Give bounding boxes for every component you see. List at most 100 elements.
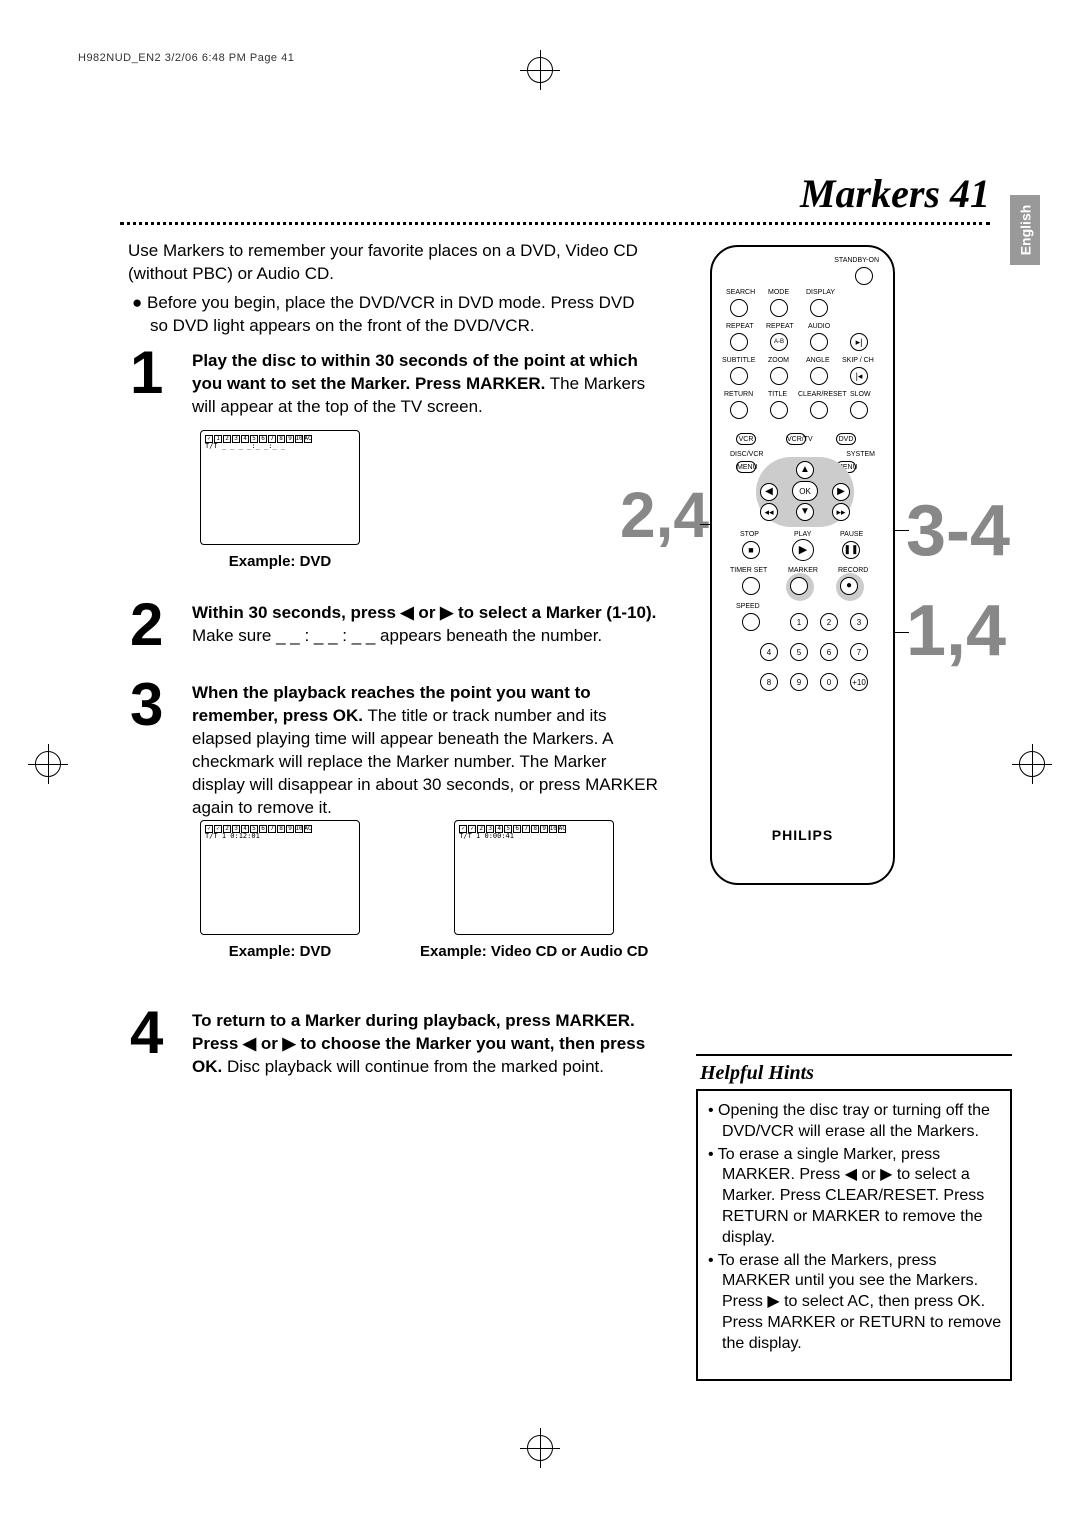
intro-block: Use Markers to remember your favorite pl…: [128, 240, 648, 338]
numpad-0[interactable]: 0: [820, 673, 838, 691]
screen-3a-time: T/T 1 0:12:01: [205, 833, 355, 841]
pause-button[interactable]: ❚❚: [842, 541, 860, 559]
menu-left-button[interactable]: MENU: [736, 461, 756, 473]
dpad-right-button[interactable]: ▶: [832, 483, 850, 501]
ffwd-button[interactable]: ▸▸: [832, 503, 850, 521]
marker-cell: 8: [277, 825, 285, 833]
vcr-button[interactable]: VCR: [736, 433, 756, 445]
mode-button[interactable]: [770, 299, 788, 317]
numpad-2[interactable]: 2: [820, 613, 838, 631]
display-button[interactable]: [810, 299, 828, 317]
step-2: 2 Within 30 seconds, press ◀ or ▶ to sel…: [130, 602, 660, 648]
crop-mark-left: [28, 744, 68, 784]
marker-cell: 10: [295, 435, 303, 443]
marker-cell: 6: [513, 825, 521, 833]
numpad-+10[interactable]: +10: [850, 673, 868, 691]
search-button[interactable]: [730, 299, 748, 317]
dpad-left-button[interactable]: ◀: [760, 483, 778, 501]
intro-bullet-1: Before you begin, place the DVD/VCR in D…: [146, 292, 648, 338]
numpad-8[interactable]: 8: [760, 673, 778, 691]
label-mode: MODE: [768, 289, 789, 296]
label-standby: STANDBY-ON: [834, 257, 879, 264]
dpad-up-button[interactable]: ▲: [796, 461, 814, 479]
numpad-9[interactable]: 9: [790, 673, 808, 691]
standby-button[interactable]: [855, 267, 873, 285]
timerset-button[interactable]: [742, 577, 760, 595]
callout-line-b: [895, 530, 909, 531]
repeat-button[interactable]: [730, 333, 748, 351]
label-zoom: ZOOM: [768, 357, 789, 364]
audio-button[interactable]: [810, 333, 828, 351]
label-speed: SPEED: [736, 603, 760, 610]
label-angle: ANGLE: [806, 357, 830, 364]
callout-line-c: [895, 632, 909, 633]
stop-button[interactable]: ■: [742, 541, 760, 559]
rewind-button[interactable]: ◂◂: [760, 503, 778, 521]
label-subtitle: SUBTITLE: [722, 357, 755, 364]
hint-item: To erase a single Marker, press MARKER. …: [706, 1145, 1002, 1249]
marker-cell: 9: [286, 435, 294, 443]
angle-button[interactable]: [810, 367, 828, 385]
record-button[interactable]: ●: [840, 577, 858, 595]
label-stop: STOP: [740, 531, 759, 538]
step-2-bold: Within 30 seconds, press ◀ or ▶ to selec…: [192, 603, 656, 622]
marker-cell: 9: [286, 825, 294, 833]
crop-mark-bottom: [520, 1428, 560, 1468]
hints-title: Helpful Hints: [696, 1056, 1012, 1091]
step-4-rest: Disc playback will continue from the mar…: [227, 1057, 604, 1076]
marker-button[interactable]: [790, 577, 808, 595]
clear-reset-button[interactable]: [810, 401, 828, 419]
dpad-down-button[interactable]: ▼: [796, 503, 814, 521]
label-title: TITLE: [768, 391, 787, 398]
crop-mark-right: [1012, 744, 1052, 784]
dvd-button[interactable]: DVD: [836, 433, 856, 445]
remote-brand: PHILIPS: [712, 827, 893, 843]
numpad-1[interactable]: 1: [790, 613, 808, 631]
label-return: RETURN: [724, 391, 753, 398]
label-repeat: REPEAT: [726, 323, 754, 330]
speed-button[interactable]: [742, 613, 760, 631]
step-1: 1 Play the disc to within 30 seconds of …: [130, 350, 660, 419]
label-discvcr: DISC/VCR: [730, 451, 763, 458]
marker-cell: 9: [540, 825, 548, 833]
play-button[interactable]: ▶: [792, 539, 814, 561]
hints-list: Opening the disc tray or turning off the…: [696, 1091, 1012, 1381]
numpad-3[interactable]: 3: [850, 613, 868, 631]
repeat-ab-button[interactable]: A-B: [770, 333, 788, 351]
zoom-button[interactable]: [770, 367, 788, 385]
skip-fwd-button[interactable]: ▸|: [850, 333, 868, 351]
marker-cell: AC: [304, 435, 312, 443]
screen-3b-time: T/T 1 0:00:41: [459, 833, 609, 841]
numpad-5[interactable]: 5: [790, 643, 808, 661]
numpad-6[interactable]: 6: [820, 643, 838, 661]
helpful-hints: Helpful Hints Opening the disc tray or t…: [696, 1054, 1012, 1381]
marker-cell: AC: [304, 825, 312, 833]
numpad-4[interactable]: 4: [760, 643, 778, 661]
label-search: SEARCH: [726, 289, 755, 296]
label-play: PLAY: [794, 531, 811, 538]
label-repeat-ab: REPEAT: [766, 323, 794, 330]
callout-1-4: 1,4: [906, 590, 1006, 672]
numpad-7[interactable]: 7: [850, 643, 868, 661]
page-meta: H982NUD_EN2 3/2/06 6:48 PM Page 41: [78, 52, 294, 64]
marker-cell: 7: [268, 825, 276, 833]
crop-mark-top: [520, 50, 560, 90]
marker-cell: 10: [295, 825, 303, 833]
hint-item: To erase all the Markers, press MARKER u…: [706, 1251, 1002, 1355]
intro-p1: Use Markers to remember your favorite pl…: [128, 240, 648, 286]
label-slow: SLOW: [850, 391, 871, 398]
skip-back-button[interactable]: |◂: [850, 367, 868, 385]
step-3a-label: Example: DVD: [229, 943, 332, 961]
step-4-number: 4: [130, 998, 163, 1067]
marker-cell: 8: [531, 825, 539, 833]
label-skipch: SKIP / CH: [842, 357, 874, 364]
vcr-tv-button[interactable]: VCR/TV: [786, 433, 806, 445]
return-button[interactable]: [730, 401, 748, 419]
ok-button[interactable]: OK: [792, 481, 818, 501]
step-3-screens: ✓✓2345678910AC T/T 1 0:12:01 Example: DV…: [200, 820, 648, 961]
title-button[interactable]: [770, 401, 788, 419]
slow-button[interactable]: [850, 401, 868, 419]
title-rule: [120, 222, 990, 225]
subtitle-button[interactable]: [730, 367, 748, 385]
page-title: Markers 41: [800, 170, 990, 217]
